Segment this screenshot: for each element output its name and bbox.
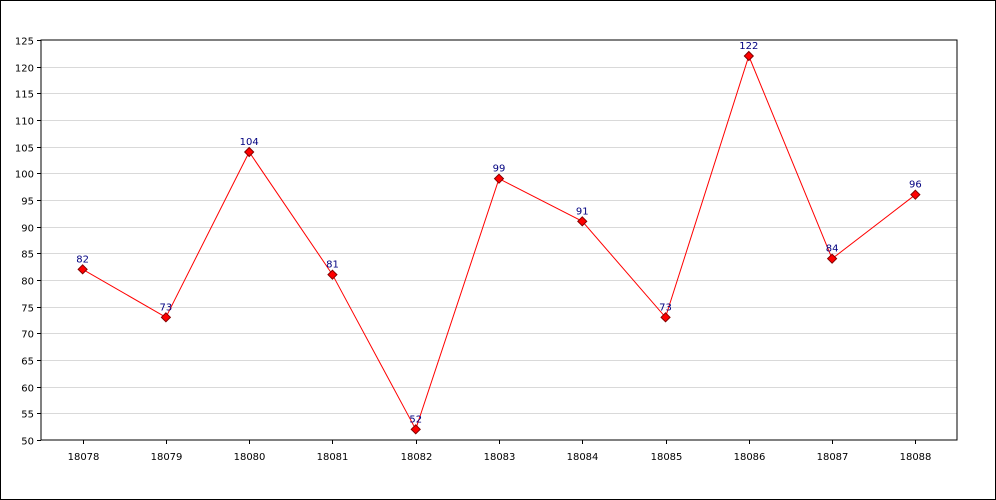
data-label: 96 <box>909 180 922 191</box>
y-tick-label: 60 <box>21 384 34 395</box>
data-point-18083 <box>493 173 505 184</box>
y-tick-label: 85 <box>21 250 34 261</box>
data-label: 73 <box>160 302 173 313</box>
data-point-18079 <box>160 312 172 323</box>
data-point-18085 <box>660 312 671 323</box>
y-tick-label: 95 <box>21 197 34 208</box>
x-tick-label: 18079 <box>151 452 183 463</box>
x-tick-label: 18085 <box>651 452 683 463</box>
data-label: 99 <box>493 164 506 175</box>
y-tick-label: 65 <box>21 357 34 368</box>
data-point-18086 <box>743 50 755 62</box>
data-label: 104 <box>240 137 259 148</box>
data-label: 81 <box>326 260 339 271</box>
data-label: 84 <box>826 244 839 255</box>
data-point-18078 <box>77 264 88 275</box>
x-tick-label: 18084 <box>567 452 599 463</box>
x-tick-label: 18087 <box>817 452 849 463</box>
data-point-18088 <box>910 189 921 200</box>
data-point-18080 <box>243 146 255 158</box>
data-point-18081 <box>327 269 338 280</box>
y-tick-label: 115 <box>15 90 34 101</box>
x-tick-label: 18080 <box>234 452 266 463</box>
x-tick-label: 18086 <box>734 452 766 463</box>
x-tick-label: 18083 <box>484 452 516 463</box>
x-tick-label: 18078 <box>68 452 100 463</box>
y-tick-label: 105 <box>15 144 34 155</box>
data-label: 52 <box>409 414 422 425</box>
data-point-18084 <box>577 216 588 227</box>
y-tick-label: 55 <box>21 410 34 421</box>
y-tick-label: 70 <box>21 330 34 341</box>
x-tick-label: 18088 <box>900 452 932 463</box>
data-label: 122 <box>739 41 758 52</box>
y-tick-label: 120 <box>15 64 34 75</box>
data-point-18087 <box>826 253 838 264</box>
x-tick-label: 18082 <box>401 452 433 463</box>
data-label: 82 <box>76 254 89 265</box>
y-tick-label: 125 <box>15 37 34 48</box>
y-tick-label: 50 <box>21 437 34 448</box>
y-axis: 50 55 60 65 70 75 80 85 90 95 100 105 110 115 120 125 <box>15 37 41 448</box>
data-label: 73 <box>659 302 672 313</box>
data-point-18082 <box>410 424 421 435</box>
series-group: 82 73 104 81 52 99 91 73 122 84 96 <box>76 41 922 435</box>
plot-area <box>41 40 957 440</box>
data-label: 91 <box>576 206 589 217</box>
y-tick-label: 75 <box>21 304 34 315</box>
x-tick-label: 18081 <box>317 452 349 463</box>
x-axis: 18078 18079 18080 18081 18082 18083 18084 18085… <box>68 440 932 463</box>
y-tick-label: 100 <box>15 170 34 181</box>
plot-border <box>40 39 958 441</box>
y-tick-label: 80 <box>21 277 34 288</box>
y-tick-label: 90 <box>21 224 34 235</box>
y-tick-label: 110 <box>15 117 34 128</box>
